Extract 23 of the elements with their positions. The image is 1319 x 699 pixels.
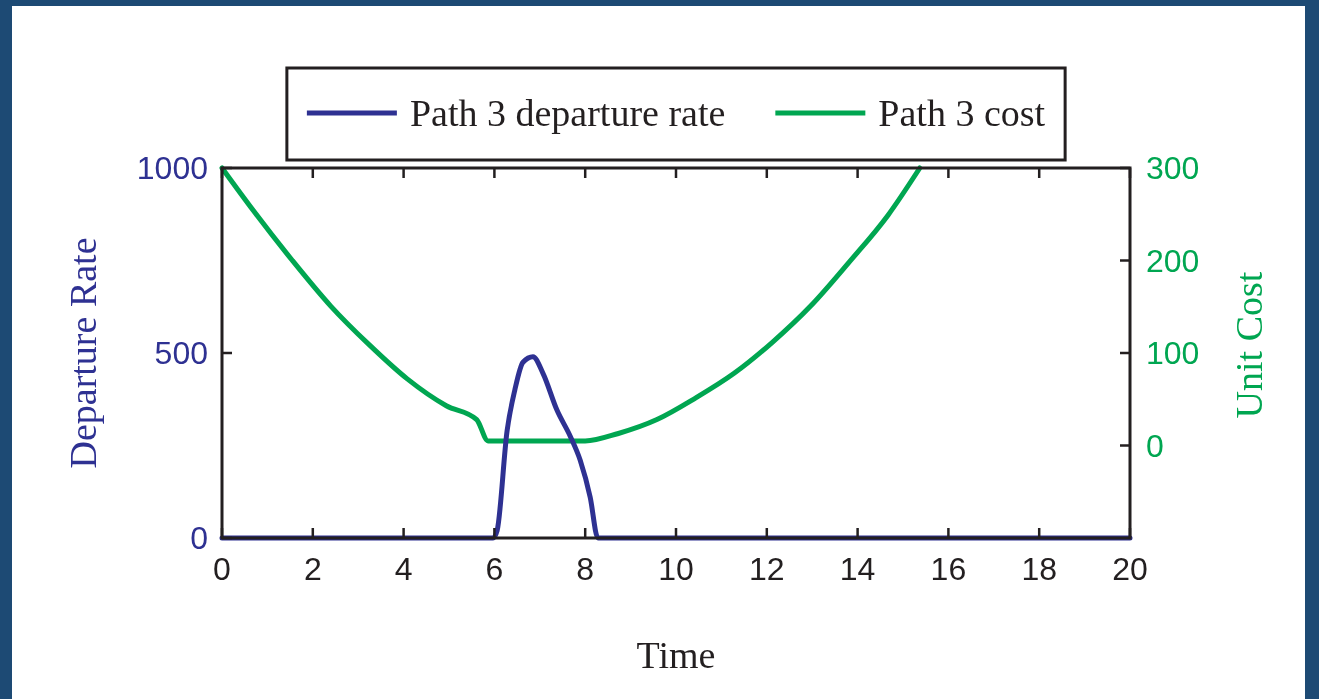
y2-tick-label: 200 xyxy=(1146,242,1200,279)
x-tick-label: 18 xyxy=(1021,551,1057,587)
y2-tick-label: 0 xyxy=(1146,427,1164,464)
y-tick-label: 0 xyxy=(190,520,208,556)
y2-tick-label: 300 xyxy=(1146,150,1200,186)
x-tick-label: 10 xyxy=(658,551,694,587)
x-tick-label: 20 xyxy=(1112,551,1148,587)
x-tick-label: 6 xyxy=(485,551,504,587)
x-tick-label: 8 xyxy=(576,551,595,587)
y-tick-label: 1000 xyxy=(136,150,208,186)
x-tick-label: 4 xyxy=(394,551,413,587)
x-tick-label: 2 xyxy=(303,551,322,587)
x-axis-title: Time xyxy=(636,634,716,676)
x-tick-label: 0 xyxy=(213,551,231,587)
x-tick-label: 16 xyxy=(930,551,967,587)
x-tick-label: 12 xyxy=(749,551,785,587)
y-axis-title: Departure Rate xyxy=(62,237,104,469)
legend-label: Path 3 cost xyxy=(878,92,1046,134)
y-tick-label: 500 xyxy=(154,335,208,371)
y2-axis-title: Unit Cost xyxy=(1228,271,1270,419)
legend-label: Path 3 departure rate xyxy=(409,92,726,134)
x-tick-label: 14 xyxy=(839,551,876,587)
y2-tick-label: 100 xyxy=(1146,335,1200,371)
